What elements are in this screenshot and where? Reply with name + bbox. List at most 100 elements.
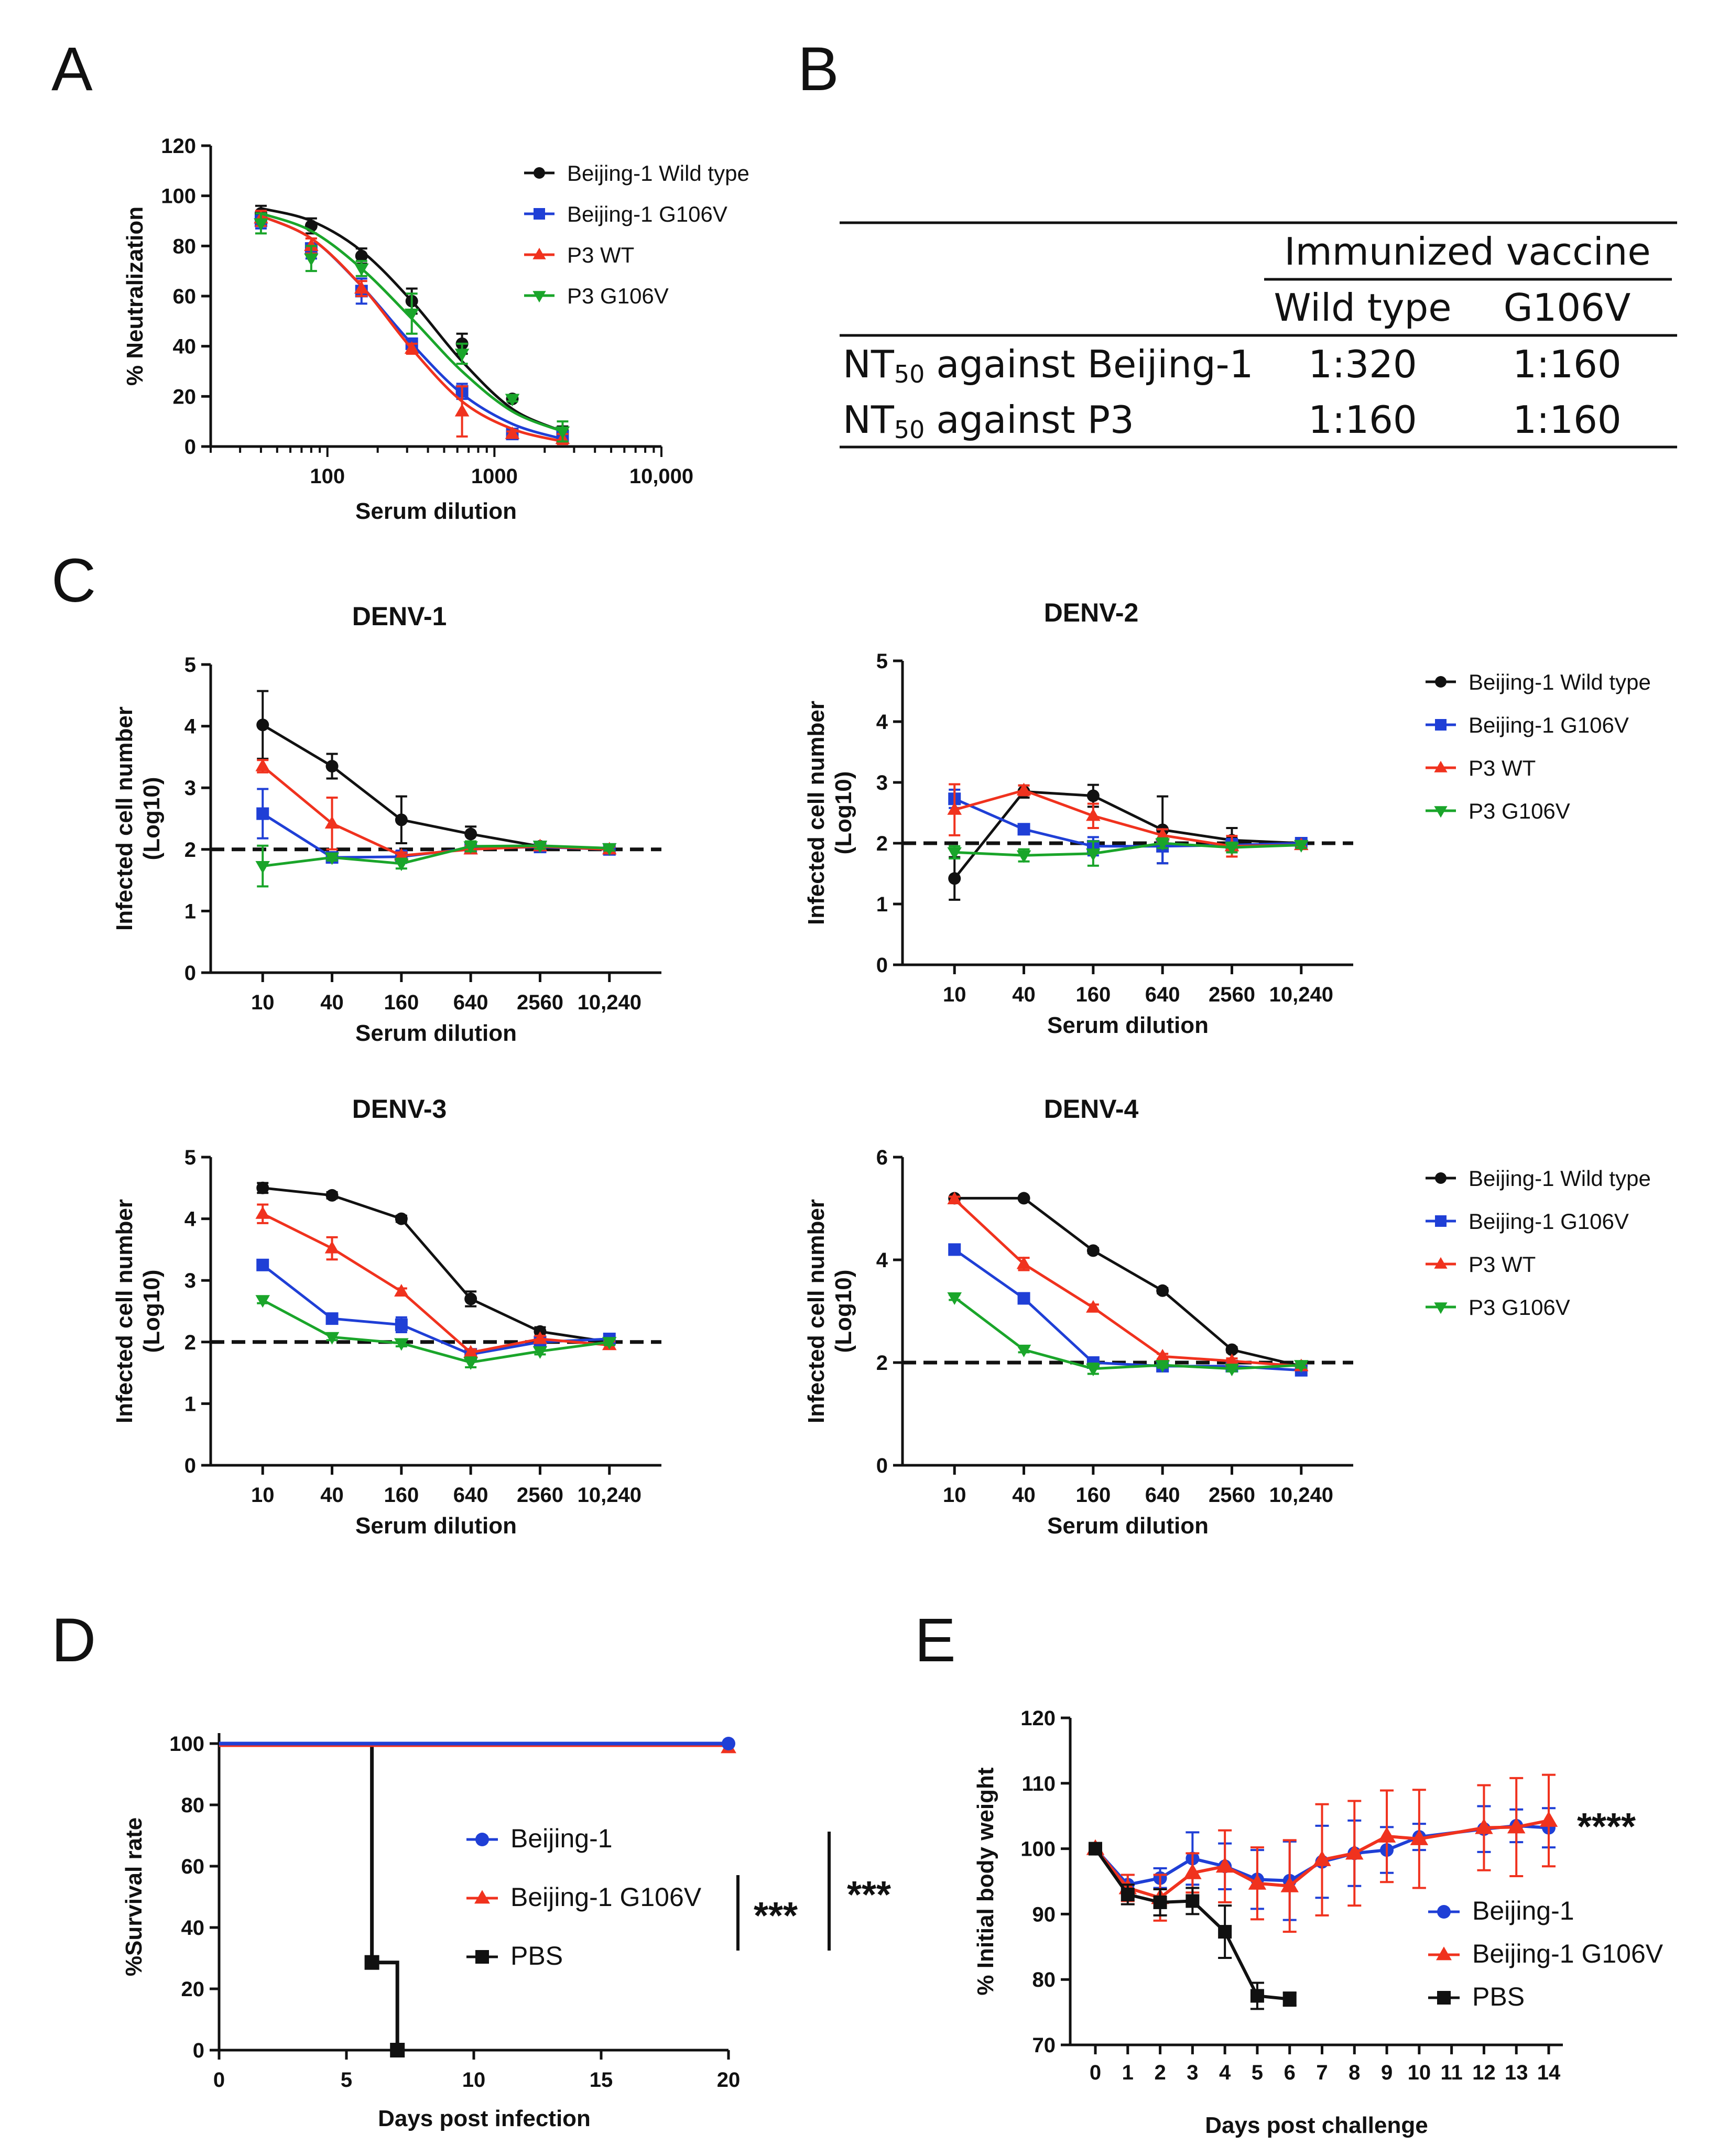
legend-marker — [475, 1950, 489, 1964]
data-point — [255, 758, 270, 771]
legend-label: Beijing-1 G106V — [1472, 1939, 1663, 1968]
chart-denv-2: 0 1 2 3 4 5 10 40 160 640 2560 10,240 Serum dilution… — [803, 598, 1651, 1038]
data-point — [304, 238, 319, 251]
data-point — [254, 218, 268, 231]
data-point — [1016, 1344, 1031, 1357]
series-line — [954, 798, 1301, 848]
table-row-label: NT50 against Beijing-1 — [843, 342, 1253, 388]
data-point — [1507, 1817, 1526, 1834]
data-point — [532, 1346, 548, 1359]
survival-step — [219, 1741, 399, 2050]
x-tick-label: 10,240 — [578, 1484, 641, 1507]
legend-label: Beijing-1 — [1472, 1896, 1574, 1925]
x-tick-label: 2560 — [517, 991, 563, 1014]
series-line — [262, 1299, 610, 1364]
x-tick-label: 0 — [213, 2068, 225, 2092]
x-tick-label: 10,240 — [578, 991, 641, 1014]
data-point — [1121, 1887, 1135, 1901]
data-point — [463, 841, 478, 854]
x-tick-label: 20 — [717, 2068, 741, 2092]
data-point — [1225, 1343, 1238, 1356]
data-point — [325, 1312, 339, 1325]
data-point — [1017, 1292, 1030, 1305]
series-line — [954, 1196, 1302, 1368]
series-p3wt — [255, 1203, 617, 1358]
data-point — [1155, 827, 1170, 841]
x-tick-label: 0 — [1090, 2061, 1101, 2084]
data-point — [1475, 1818, 1493, 1834]
y-tick-label: 110 — [1021, 1772, 1056, 1795]
x-tick-label: 15 — [590, 2068, 613, 2092]
significance-label: *** — [847, 1874, 891, 1916]
data-point — [464, 1292, 477, 1305]
series-line — [953, 1248, 1301, 1372]
legend-marker — [1434, 760, 1448, 772]
y-axis-label: % Initial body weight — [973, 1767, 998, 1995]
data-point — [1086, 1244, 1100, 1257]
x-tick-label: 10 — [251, 991, 275, 1014]
y-tick-label: 80 — [173, 235, 197, 258]
legend-marker — [1434, 806, 1448, 818]
data-point — [602, 1337, 617, 1350]
data-point — [364, 1955, 379, 1970]
y-axis-label: %Survival rate — [121, 1817, 147, 1976]
y-axis-label: (Log10) — [831, 1270, 856, 1353]
table-col-g106v: G106V — [1504, 286, 1630, 330]
legend-label: Beijing-1 G106V — [510, 1882, 702, 1912]
data-point — [324, 852, 340, 865]
legend-label: Beijing-1 Wild type — [1469, 1166, 1651, 1191]
y-tick-label: 1 — [184, 900, 196, 923]
x-tick-label: 100 — [310, 465, 345, 488]
y-tick-label: 2 — [184, 1331, 196, 1354]
series-g106v — [948, 1243, 1308, 1377]
data-point — [395, 813, 408, 826]
y-tick-label: 60 — [181, 1855, 205, 1878]
legend-marker — [1434, 1302, 1448, 1314]
y-axis-label: Infected cell number — [803, 701, 829, 925]
legend-marker — [1435, 1172, 1447, 1184]
y-tick-label: 40 — [181, 1917, 205, 1940]
x-tick-label: 640 — [453, 991, 488, 1014]
y-tick-label: 4 — [876, 1249, 888, 1272]
chart-denv-3: 0 1 2 3 4 5 10 40 160 640 2560 10,240 Serum dilution… — [112, 1094, 661, 1539]
y-tick-label: 1 — [184, 1392, 196, 1415]
y-tick-label: 20 — [181, 1978, 205, 2001]
x-tick-label: 1 — [1122, 2061, 1134, 2084]
y-tick-label: 90 — [1032, 1903, 1056, 1926]
series-p3g106v — [255, 840, 617, 888]
legend-marker — [1435, 1215, 1447, 1227]
x-tick-label: 160 — [1075, 1484, 1111, 1507]
chart-title: DENV-2 — [1044, 598, 1139, 627]
y-tick-label: 3 — [184, 777, 196, 800]
y-tick-label: 40 — [173, 335, 197, 358]
data-point — [355, 249, 368, 263]
legend-marker — [534, 208, 545, 220]
data-point — [255, 1206, 270, 1219]
legend-label: Beijing-1 — [510, 1824, 613, 1853]
series-p3g106v — [947, 837, 1309, 867]
data-point — [390, 2043, 405, 2057]
data-point — [304, 253, 319, 266]
y-tick-label: 5 — [876, 650, 888, 673]
data-point — [325, 1189, 339, 1202]
x-tick-label: 160 — [384, 991, 419, 1014]
y-tick-label: 120 — [1020, 1707, 1056, 1730]
y-tick-label: 80 — [181, 1794, 205, 1817]
y-tick-label: 2 — [876, 1352, 888, 1375]
panel-label-b: B — [798, 35, 839, 104]
series-line — [262, 765, 610, 857]
x-tick-label: 160 — [384, 1484, 419, 1507]
y-axis-label: (Log10) — [831, 771, 856, 855]
series-line — [953, 1198, 1301, 1368]
data-point — [1218, 1925, 1232, 1939]
x-tick-label: 5 — [1252, 2061, 1263, 2084]
data-point — [1155, 1348, 1170, 1362]
significance-label: **** — [1577, 1806, 1636, 1848]
legend-label: Beijing-1 G106V — [567, 202, 727, 226]
data-point — [256, 1258, 269, 1271]
y-tick-label: 100 — [1020, 1838, 1056, 1861]
data-point — [325, 760, 339, 773]
series-line — [954, 789, 1301, 848]
data-point — [948, 1243, 961, 1256]
